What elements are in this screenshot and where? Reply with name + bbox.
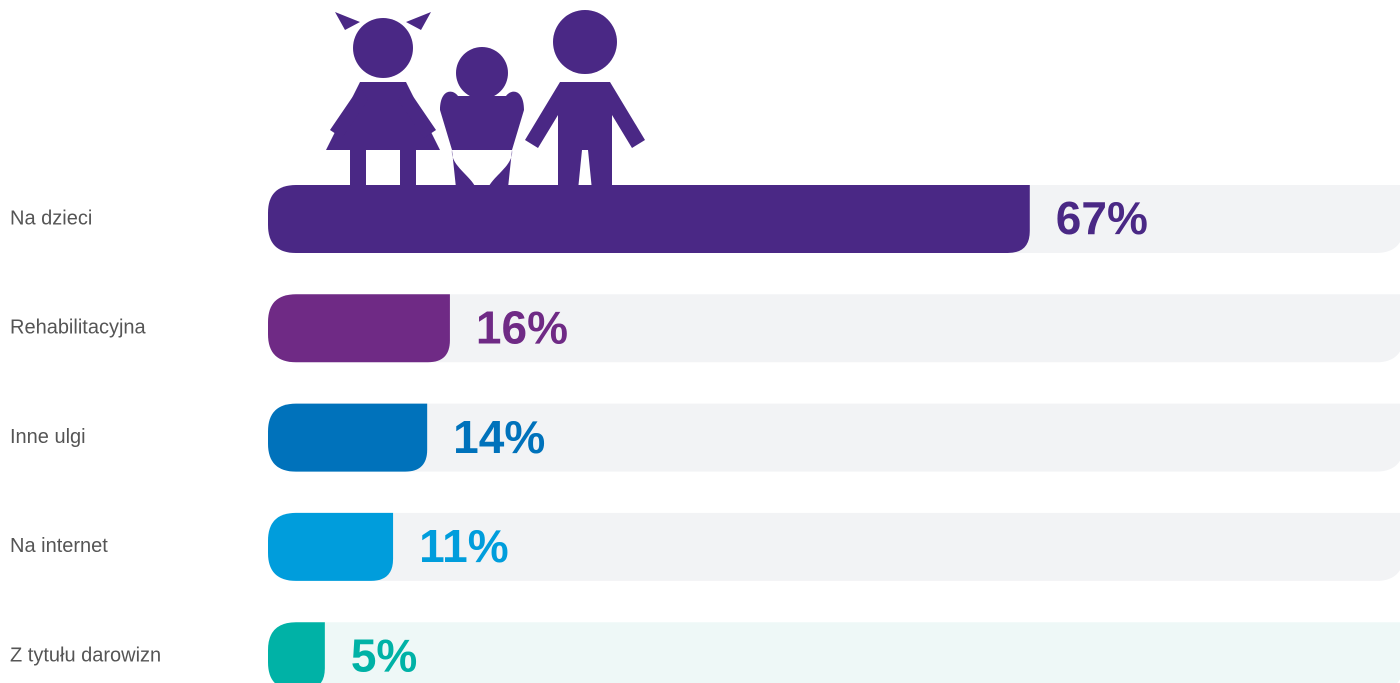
children-icon <box>326 10 645 190</box>
category-label: Inne ulgi <box>10 426 86 448</box>
value-label: 11% <box>419 520 509 572</box>
category-label: Rehabilitacyjna <box>10 317 147 339</box>
bar-track <box>268 512 1400 581</box>
bar-track <box>268 294 1400 363</box>
value-label: 5% <box>351 629 417 681</box>
bar <box>268 512 394 581</box>
category-label: Z tytułu darowizn <box>10 644 161 666</box>
bar <box>268 622 325 683</box>
bar <box>268 185 1030 253</box>
category-label: Na internet <box>10 535 108 557</box>
category-label: Na dzieci <box>10 207 92 229</box>
bar-track <box>268 622 1400 683</box>
bar <box>268 294 450 363</box>
value-label: 16% <box>476 301 568 353</box>
value-label: 14% <box>453 411 545 463</box>
value-label: 67% <box>1056 192 1148 244</box>
bar <box>268 403 428 472</box>
bar-track <box>268 403 1400 472</box>
